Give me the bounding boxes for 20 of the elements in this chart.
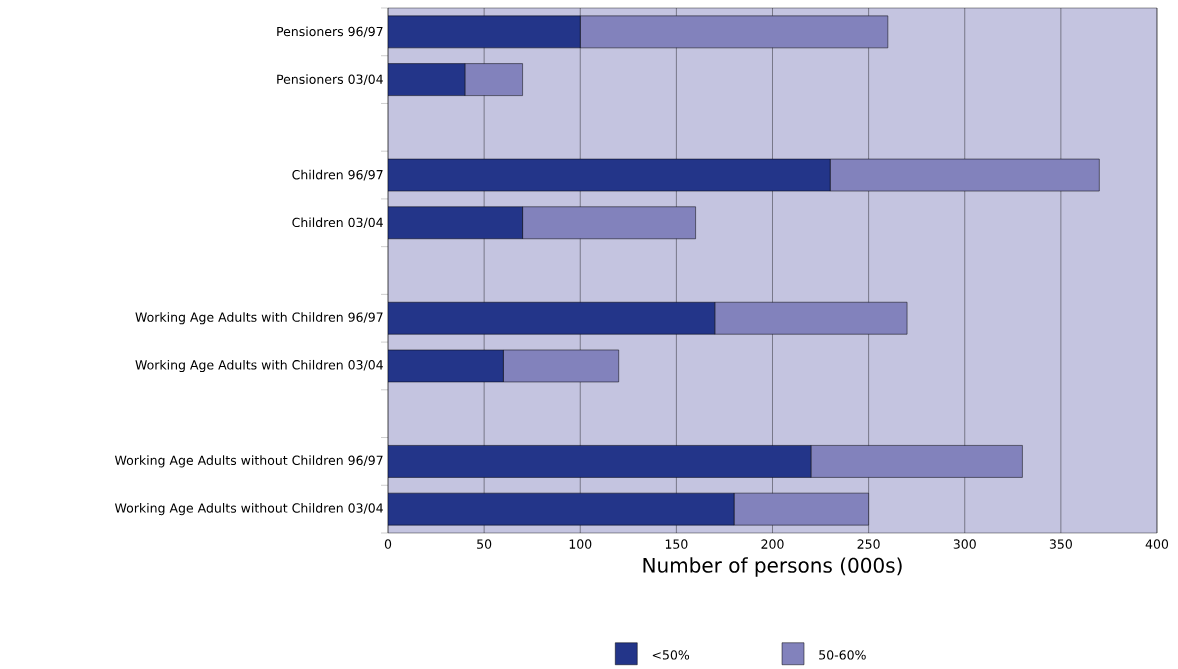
legend-label: <50% (652, 650, 690, 660)
y-tick-label: Children 03/04 (292, 217, 383, 229)
y-tick-label: Working Age Adults without Children 96/97 (114, 455, 383, 468)
y-tick-label: Pensioners 03/04 (277, 74, 383, 85)
x-tick-label: 150 (665, 539, 688, 549)
y-tick-label: Pensioners 96/97 (277, 26, 383, 38)
y-tick-label: Working Age Adults without Children 03/04 (114, 503, 383, 516)
y-tick-label: Children 96/97 (292, 169, 383, 181)
x-tick-label: 0 (384, 539, 392, 549)
x-tick-label: 350 (1049, 539, 1072, 549)
y-tick-label: Working Age Adults with Children 96/97 (135, 312, 383, 325)
x-tick-label: 400 (1145, 539, 1169, 549)
x-tick-label: 300 (953, 539, 976, 549)
x-tick-label: 100 (569, 539, 592, 549)
x-axis-title: Number of persons (000s) (643, 557, 902, 577)
x-tick-label: 250 (857, 539, 880, 549)
legend-label: 50-60% (819, 650, 866, 660)
x-tick-label: 50 (477, 539, 492, 549)
x-tick-label: 200 (761, 539, 784, 549)
y-tick-label: Working Age Adults with Children 03/04 (135, 359, 383, 373)
